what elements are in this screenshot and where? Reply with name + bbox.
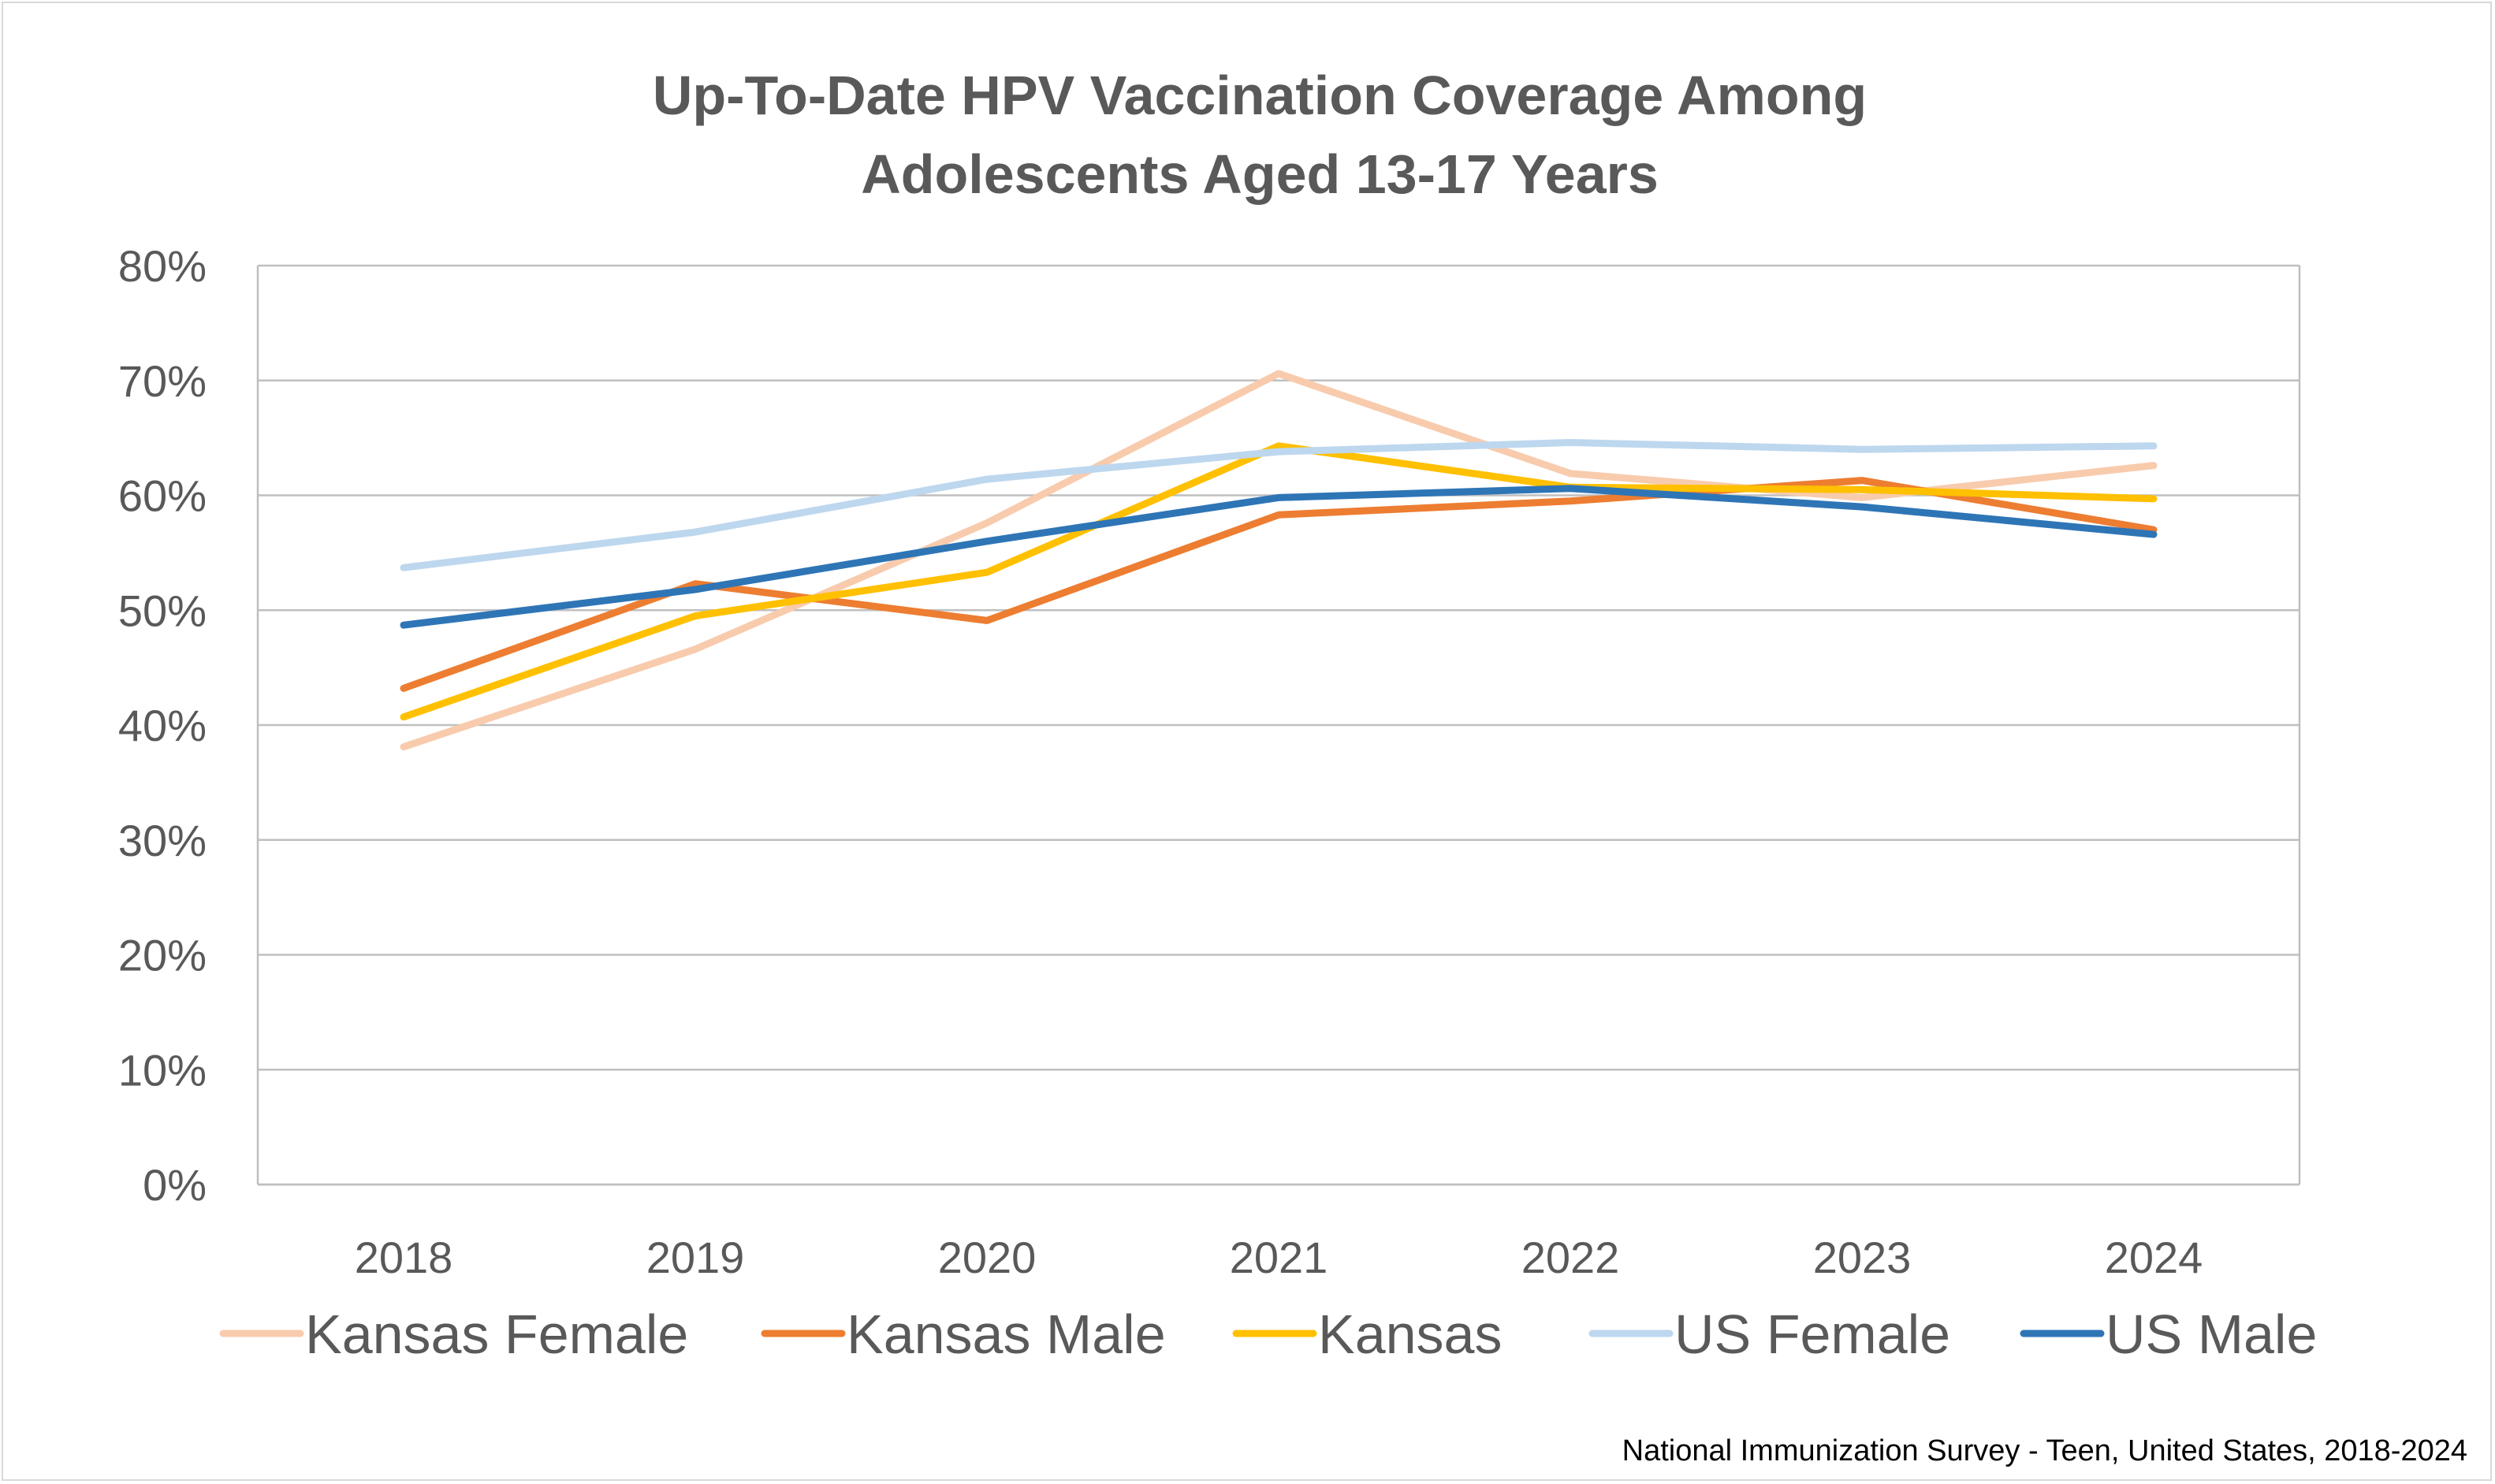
y-tick-label: 40% [118,701,207,750]
legend-label-kansas: Kansas [1318,1304,1502,1365]
y-tick-label: 0% [143,1160,207,1210]
series-line-us-female [400,439,2158,571]
gridlines [258,264,2299,1186]
series-line-us-male [400,485,2158,629]
series-line-kansas [400,442,2158,721]
legend-label-us-female: US Female [1674,1304,1950,1365]
x-tick-label: 2023 [1813,1233,1912,1282]
source-note: National Immunization Survey - Teen, Uni… [1622,1434,2467,1467]
x-tick-label: 2019 [646,1233,745,1282]
chart-title-line-2: Adolescents Aged 13-17 Years [861,143,1659,205]
legend: Kansas Female Kansas Male Kansas US Female U… [219,1304,2317,1365]
y-tick-label: 80% [118,241,207,291]
x-tick-label: 2020 [938,1233,1037,1282]
y-tick-label: 60% [118,471,207,521]
y-tick-label: 10% [118,1045,207,1095]
y-axis-tick-labels: 0% 10% 20% 30% 40% 50% 60% 70% 80% [118,241,207,1210]
x-tick-label: 2018 [355,1233,453,1282]
data-series [400,370,2158,751]
y-tick-label: 50% [118,586,207,635]
legend-label-kansas-male: Kansas Male [847,1304,1166,1365]
legend-label-us-male: US Male [2106,1304,2317,1365]
chart-title-line-1: Up-To-Date HPV Vaccination Coverage Amon… [653,65,1867,126]
x-tick-label: 2021 [1230,1233,1328,1282]
y-tick-label: 30% [118,816,207,865]
chart-title: Up-To-Date HPV Vaccination Coverage Amon… [653,65,1867,205]
x-axis-tick-labels: 2018 2019 2020 2021 2022 2023 2024 [355,1233,2203,1282]
series-line-kansas-male [400,477,2158,692]
axes [256,266,2301,1186]
series-line-kansas-female [400,370,2158,751]
x-tick-label: 2024 [2105,1233,2203,1282]
legend-label-kansas-female: Kansas Female [305,1304,688,1365]
y-tick-label: 70% [118,356,207,406]
x-tick-label: 2022 [1521,1233,1620,1282]
y-tick-label: 20% [118,931,207,980]
